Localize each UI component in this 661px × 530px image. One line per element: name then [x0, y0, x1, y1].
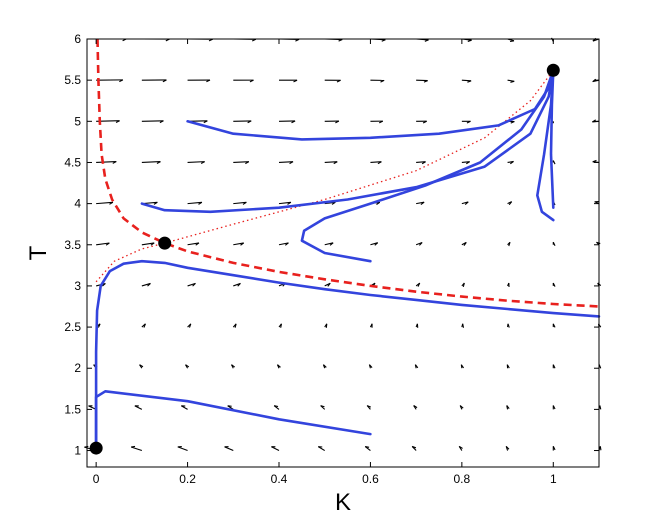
equilibrium-point: [158, 237, 171, 250]
x-tick-label: 0: [93, 472, 100, 486]
y-tick-label: 6: [74, 32, 81, 46]
plot-area-background: [87, 39, 599, 467]
y-tick-label: 2: [74, 361, 81, 375]
x-tick-label: 0.6: [362, 472, 379, 486]
field-arrow: [142, 121, 164, 122]
field-arrowhead: [463, 324, 464, 328]
field-arrowhead: [228, 406, 232, 407]
x-tick-label: 0.8: [454, 472, 471, 486]
y-tick-label: 4: [74, 197, 81, 211]
y-tick-label: 5.5: [64, 73, 81, 87]
y-tick-label: 5: [74, 114, 81, 128]
field-arrowhead: [600, 446, 601, 450]
field-arrowhead: [84, 446, 88, 447]
x-tick-label: 0.2: [179, 472, 196, 486]
x-axis-label: K: [335, 489, 351, 516]
x-tick-label: 1: [550, 472, 557, 486]
field-arrowhead: [281, 324, 282, 328]
equilibrium-point: [90, 442, 103, 455]
y-tick-label: 1.5: [64, 402, 81, 416]
y-tick-label: 3.5: [64, 238, 81, 252]
field-arrow: [462, 80, 471, 81]
field-arrowhead: [510, 41, 514, 42]
y-axis-label: T: [25, 245, 52, 260]
y-tick-label: 3: [74, 279, 81, 293]
field-arrowhead: [131, 446, 135, 447]
equilibrium-point: [547, 64, 560, 77]
y-tick-label: 1: [74, 444, 81, 458]
field-arrowhead: [600, 405, 601, 409]
x-tick-label: 0.4: [271, 472, 288, 486]
y-tick-label: 4.5: [64, 155, 81, 169]
y-tick-label: 2.5: [64, 320, 81, 334]
